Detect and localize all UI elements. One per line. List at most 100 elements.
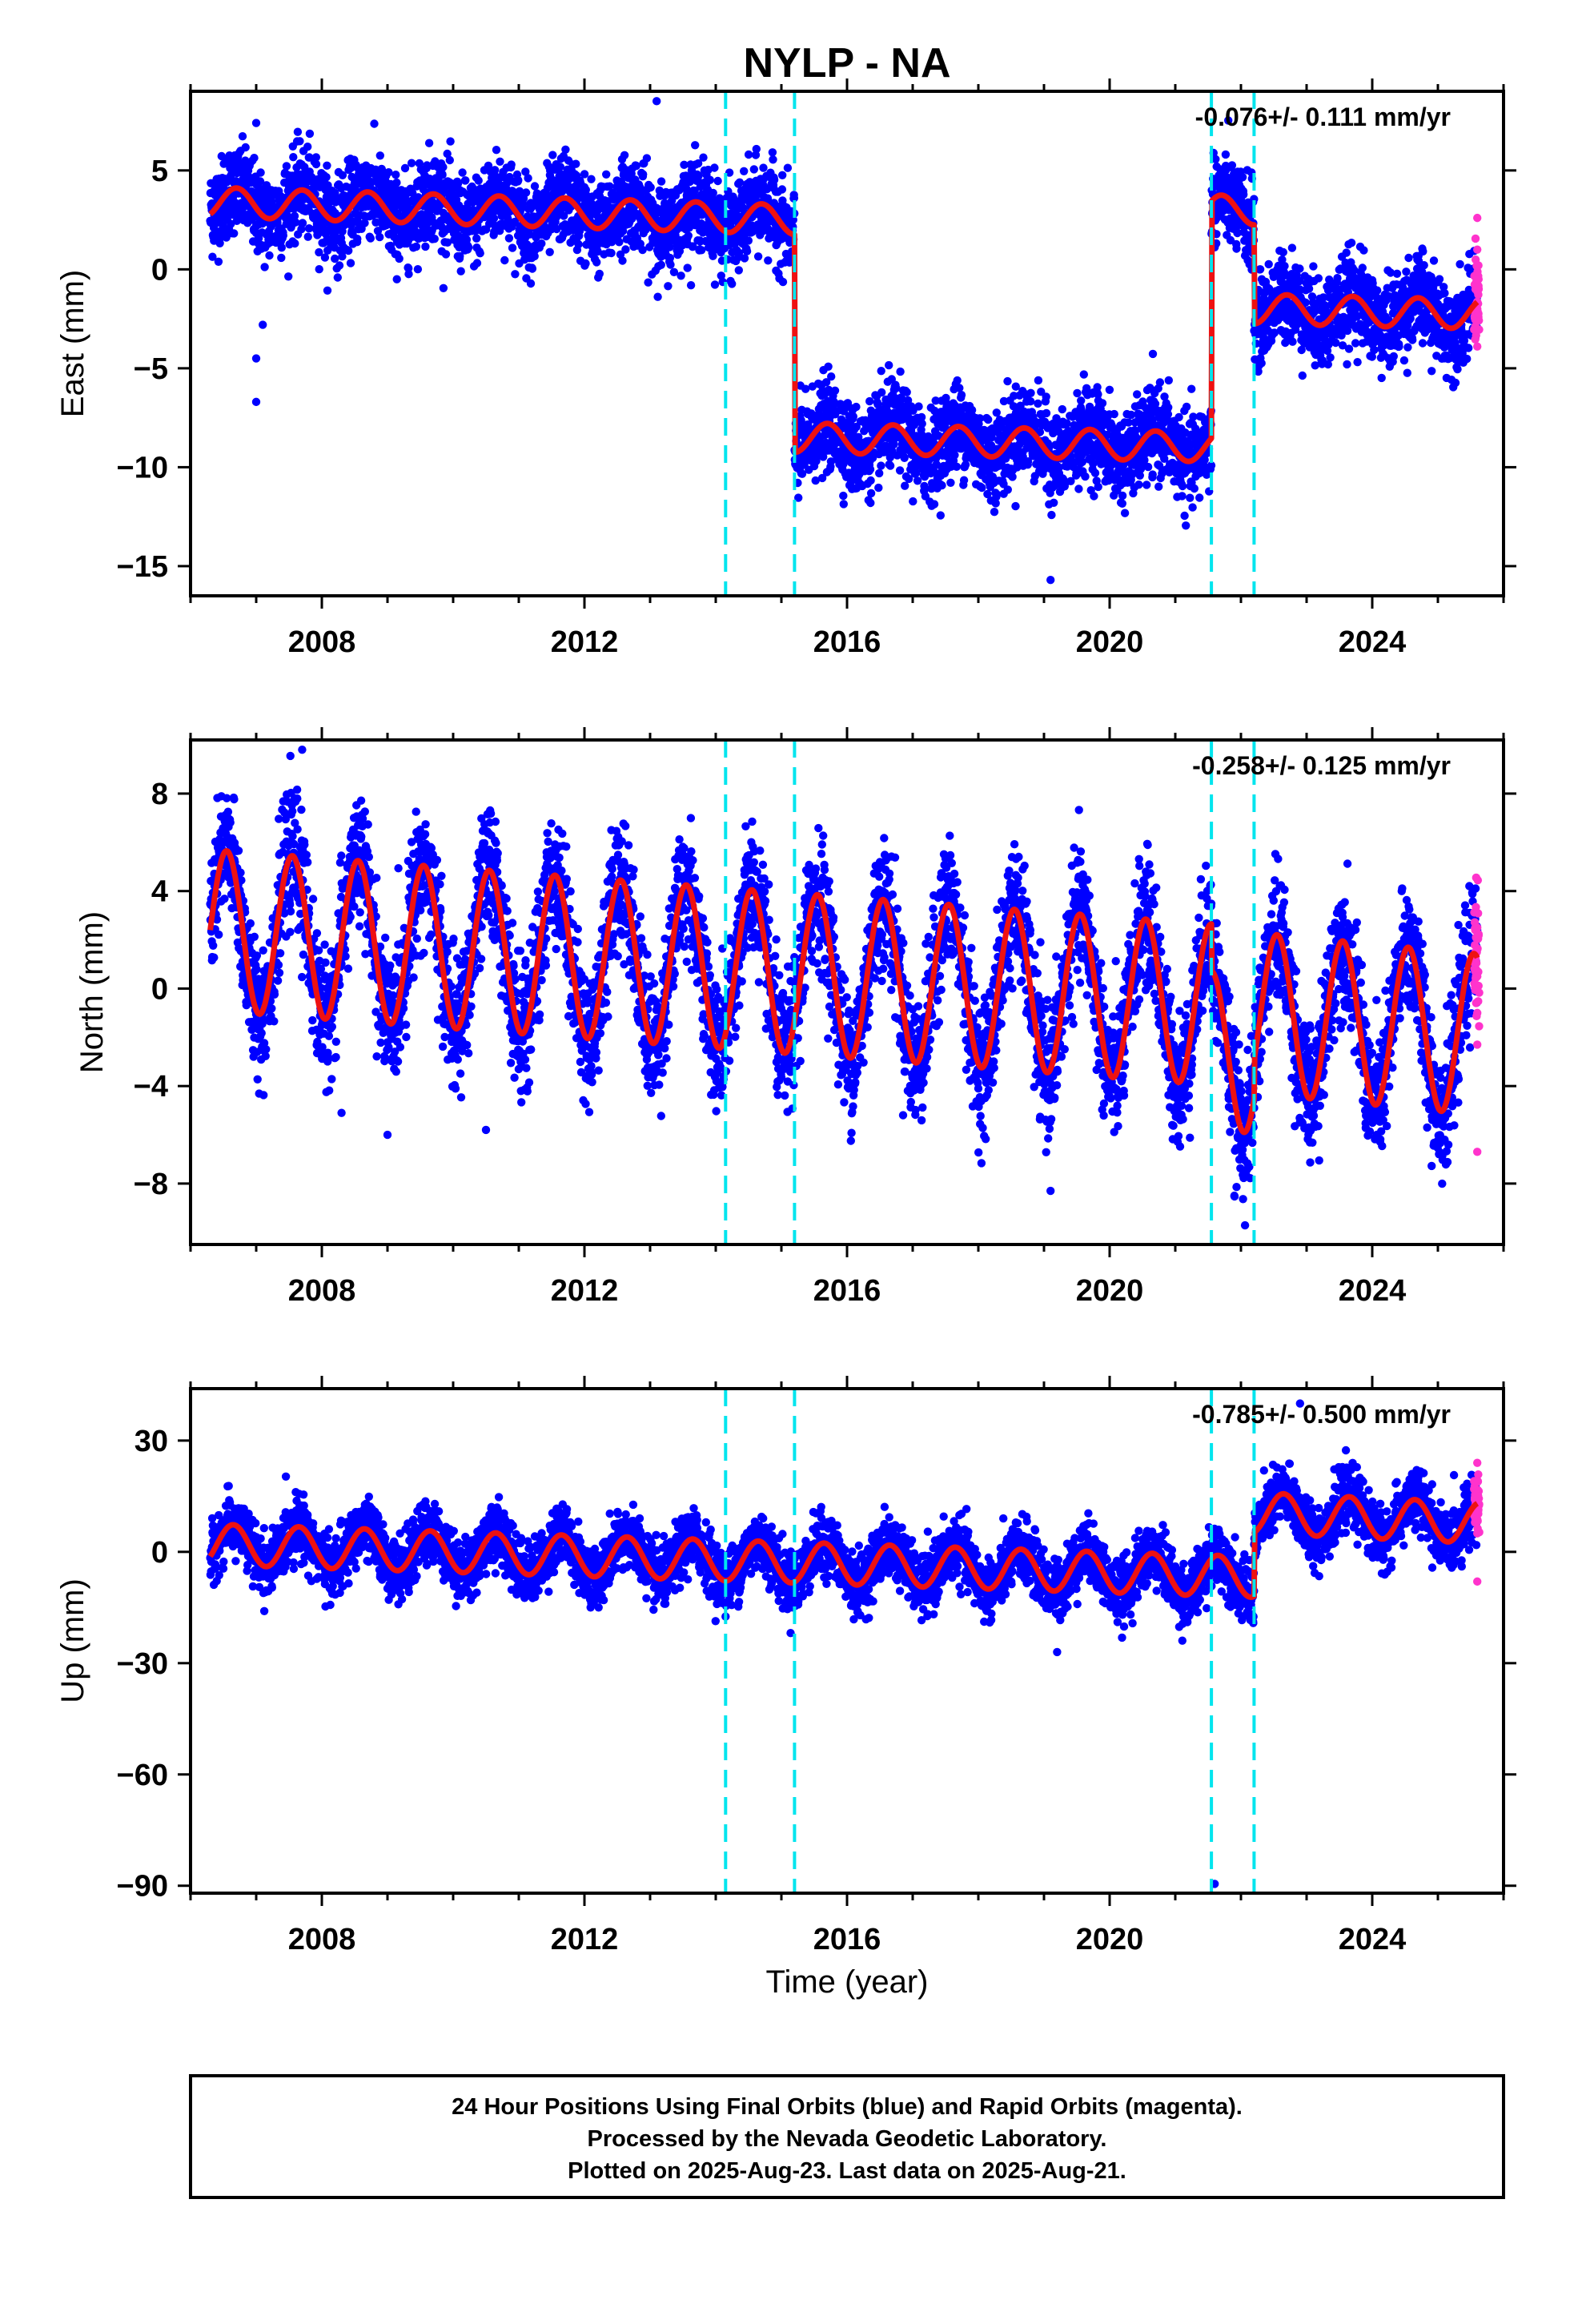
data-point <box>778 171 787 179</box>
data-point <box>1148 349 1158 359</box>
data-point <box>1309 262 1318 271</box>
data-point <box>957 391 966 400</box>
data-point <box>338 227 347 236</box>
data-point <box>946 478 955 487</box>
data-point <box>1034 399 1042 408</box>
data-point <box>346 259 355 267</box>
data-point <box>311 153 320 162</box>
data-point <box>587 175 596 183</box>
data-point <box>1062 419 1071 428</box>
data-point <box>877 461 885 470</box>
data-point <box>289 153 298 162</box>
data-point <box>885 360 893 370</box>
data-point <box>1232 244 1241 253</box>
data-point <box>441 250 451 259</box>
data-point <box>874 483 883 493</box>
data-point <box>1314 274 1323 283</box>
data-point <box>900 453 909 462</box>
data-point <box>291 239 299 248</box>
data-point <box>865 464 875 474</box>
data-point <box>464 243 473 252</box>
data-point <box>446 137 455 146</box>
data-point <box>375 232 384 242</box>
data-point <box>920 481 929 491</box>
data-point <box>827 372 836 381</box>
data-point <box>740 167 749 175</box>
data-point <box>537 239 546 248</box>
data-point <box>875 468 884 478</box>
data-point <box>413 265 423 274</box>
data-point <box>778 277 788 287</box>
data-point <box>1134 480 1143 489</box>
data-point <box>331 254 339 263</box>
data-point <box>953 376 962 385</box>
data-point <box>391 171 400 179</box>
data-point <box>742 247 752 255</box>
data-point <box>552 211 562 220</box>
data-point <box>709 188 717 198</box>
data-point <box>938 480 946 490</box>
data-point <box>777 185 787 194</box>
data-point <box>395 254 404 263</box>
data-point <box>1003 376 1012 386</box>
data-point <box>1288 337 1297 346</box>
data-point <box>439 283 448 292</box>
data-point <box>959 476 969 485</box>
data-point <box>1227 161 1237 170</box>
data-point <box>759 163 768 172</box>
data-point <box>1026 388 1035 397</box>
data-point <box>260 263 269 271</box>
data-point <box>1077 396 1086 405</box>
data-point <box>744 150 753 159</box>
data-point <box>753 252 763 261</box>
data-point <box>1295 264 1304 273</box>
data-point <box>293 127 303 136</box>
data-point <box>1042 408 1051 418</box>
data-point <box>521 167 530 176</box>
data-point <box>686 281 696 290</box>
data-point <box>1081 472 1090 481</box>
data-point <box>728 279 737 288</box>
data-point <box>1164 403 1173 412</box>
data-point <box>291 218 300 227</box>
data-point <box>691 141 700 150</box>
data-point <box>230 229 239 238</box>
data-point <box>1118 491 1127 501</box>
data-point <box>489 214 499 223</box>
data-point <box>1279 247 1288 257</box>
data-point <box>1079 370 1089 379</box>
data-point <box>360 219 369 227</box>
data-point <box>574 239 583 249</box>
data-point <box>1042 392 1050 401</box>
data-point <box>545 247 554 256</box>
data-point <box>528 264 537 273</box>
data-point <box>1110 409 1118 419</box>
data-point <box>580 170 589 179</box>
data-point <box>1142 480 1151 489</box>
data-point <box>439 163 448 171</box>
data-point <box>511 270 520 279</box>
data-point <box>404 270 413 279</box>
data-point <box>508 243 517 252</box>
data-point <box>683 263 692 272</box>
data-point <box>530 182 540 191</box>
data-point <box>526 279 536 288</box>
data-point <box>744 236 753 245</box>
data-point <box>984 415 993 424</box>
data-point <box>917 419 926 428</box>
data-point <box>1154 482 1163 491</box>
data-point <box>421 242 430 251</box>
data-point <box>315 265 323 274</box>
data-point <box>752 144 761 154</box>
data-point <box>769 155 777 164</box>
data-point <box>990 508 999 517</box>
data-point <box>1118 499 1127 508</box>
data-point <box>1073 388 1082 398</box>
data-point <box>646 183 655 192</box>
data-point <box>1182 521 1191 530</box>
data-point <box>412 242 421 251</box>
data-point <box>885 461 895 470</box>
data-point <box>895 466 905 475</box>
data-point <box>769 175 779 184</box>
